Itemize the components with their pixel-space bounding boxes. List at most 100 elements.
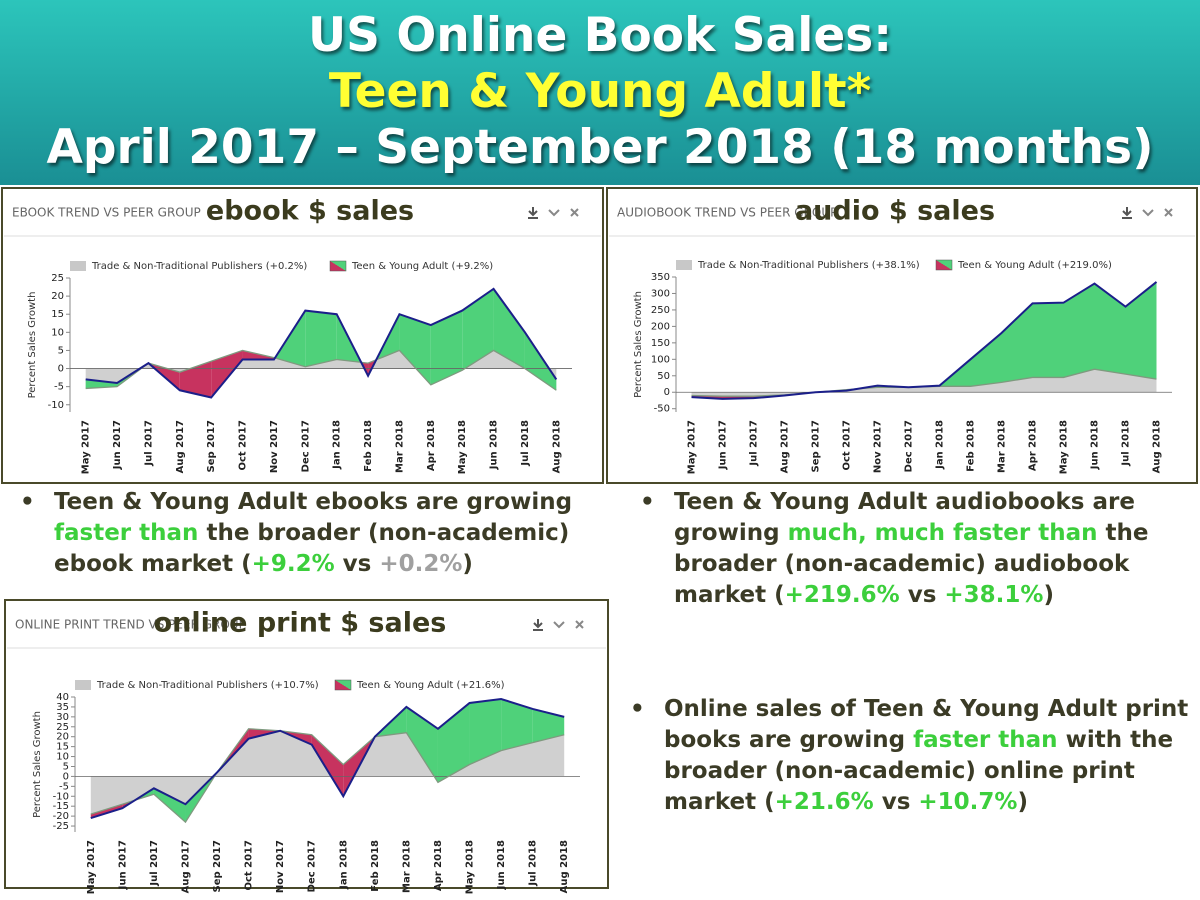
- x-tick-label: May 2017: [86, 840, 97, 894]
- y-tick-label: 250: [651, 305, 670, 316]
- y-tick-label: -5: [54, 382, 64, 393]
- difference-area: [524, 332, 557, 391]
- peer-area: [691, 369, 1157, 397]
- y-tick-label: 20: [56, 732, 69, 743]
- difference-area: [85, 379, 118, 389]
- y-tick-label: 15: [56, 742, 69, 753]
- bullet-text: Teen & Young Adult ebooks are growing: [54, 489, 573, 515]
- x-tick-label: Dec 2017: [300, 420, 311, 472]
- legend-swatch: [329, 260, 347, 272]
- x-tick-label: Jul 2017: [143, 420, 154, 467]
- y-tick-label: 30: [56, 712, 69, 723]
- collapse-icon: [553, 621, 565, 629]
- bullet-text: Online sales of Teen & Young Adult print…: [664, 696, 1189, 753]
- x-tick-label: Aug 2018: [559, 840, 570, 893]
- peer-line: [85, 349, 557, 391]
- x-tick-label: Nov 2017: [873, 420, 884, 473]
- x-tick-label: Aug 2017: [175, 420, 186, 473]
- difference-area: [462, 288, 494, 371]
- y-tick-label: -15: [53, 801, 69, 812]
- x-tick-label: Jan 2018: [338, 840, 349, 890]
- difference-area: [211, 350, 243, 398]
- difference-area: [469, 698, 502, 765]
- bullet-text: faster than: [54, 520, 199, 546]
- bullet-text: ): [462, 551, 473, 577]
- x-tick-label: Oct 2017: [244, 840, 255, 891]
- collapse-icon: [1142, 209, 1154, 217]
- y-tick-label: 25: [56, 722, 69, 733]
- bullet-text: +219.6%: [784, 582, 900, 608]
- difference-area: [430, 310, 463, 385]
- y-axis-label: Percent Sales Growth: [27, 292, 38, 399]
- x-tick-label: Jun 2017: [718, 420, 729, 470]
- peer-line: [90, 728, 565, 824]
- y-tick-label: 0: [58, 364, 64, 375]
- difference-area: [399, 314, 431, 385]
- bullet-text: vs: [899, 582, 945, 608]
- teen-line: [90, 697, 565, 820]
- x-tick-label: Aug 2018: [1152, 420, 1163, 473]
- bullet-text: vs: [334, 551, 380, 577]
- x-tick-label: Mar 2018: [401, 840, 412, 893]
- bullet-text: +10.7%: [918, 789, 1018, 815]
- x-tick-label: Dec 2017: [904, 420, 915, 472]
- x-tick-label: May 2017: [81, 420, 92, 474]
- x-tick-label: Aug 2018: [551, 420, 562, 473]
- y-tick-label: 5: [63, 761, 69, 772]
- x-tick-label: Nov 2017: [269, 420, 280, 473]
- x-tick-label: Jun 2017: [112, 420, 123, 470]
- legend-swatch: [334, 679, 352, 691]
- difference-area: [153, 788, 186, 823]
- y-tick-label: 5: [58, 345, 64, 356]
- x-tick-label: Aug 2017: [180, 840, 191, 893]
- bullet-text: Teen & Young Adult audiobooks are growin…: [674, 489, 1135, 546]
- legend-swatch: [676, 260, 692, 270]
- download-icon: [1122, 207, 1132, 219]
- x-tick-label: May 2018: [457, 420, 468, 474]
- teen-line: [85, 287, 558, 399]
- y-tick-label: 20: [51, 291, 64, 302]
- difference-area: [1032, 302, 1064, 378]
- y-tick-label: -50: [654, 404, 670, 415]
- bullet-text: the broader (non-academic) ebook market …: [54, 520, 570, 577]
- bullet-text: +38.1%: [944, 582, 1044, 608]
- bullet-text: ): [1043, 582, 1054, 608]
- teen-line: [691, 281, 1158, 400]
- bullet-text: vs: [873, 789, 919, 815]
- difference-area: [1001, 303, 1033, 383]
- x-tick-label: Feb 2018: [370, 840, 381, 892]
- bullet-text: +0.2%: [379, 551, 463, 577]
- title-line: Teen & Young Adult*: [328, 64, 872, 119]
- close-icon: [570, 208, 579, 217]
- x-tick-label: Jul 2018: [520, 420, 531, 467]
- x-tick-label: Sep 2017: [811, 420, 822, 472]
- peer-area: [90, 728, 565, 823]
- x-tick-label: Mar 2018: [394, 420, 405, 473]
- y-tick-label: -10: [48, 400, 64, 411]
- panel-title: ONLINE PRINT TREND VS PEER GROUP: [15, 618, 246, 632]
- x-tick-label: Jun 2018: [489, 420, 500, 470]
- x-tick-label: Aug 2017: [780, 420, 791, 473]
- bullet-text: the broader (non-academic) audiobook mar…: [674, 520, 1149, 608]
- x-tick-label: Jul 2017: [749, 420, 760, 467]
- x-tick-label: Jun 2017: [117, 840, 128, 890]
- title-banner: US Online Book Sales: Teen & Young Adult…: [0, 0, 1200, 185]
- difference-area: [1125, 281, 1157, 380]
- y-tick-label: 10: [56, 752, 69, 763]
- collapse-icon: [548, 209, 560, 217]
- panel-title: AUDIOBOOK TREND VS PEER GROUP: [617, 206, 837, 220]
- x-tick-label: Jul 2018: [1121, 420, 1132, 467]
- bullet-text: +9.2%: [251, 551, 335, 577]
- x-tick-label: Apr 2018: [426, 420, 437, 471]
- y-tick-label: 350: [651, 272, 670, 283]
- bullet-text: with the broader (non-academic) online p…: [664, 727, 1174, 815]
- difference-area: [179, 361, 212, 398]
- legend-swatch: [75, 680, 91, 690]
- y-axis-label: Percent Sales Growth: [633, 291, 644, 398]
- x-tick-label: Jul 2018: [528, 840, 539, 887]
- difference-area: [406, 706, 438, 783]
- x-tick-label: Mar 2018: [997, 420, 1008, 473]
- legend-label: Teen & Young Adult (+21.6%): [356, 680, 505, 691]
